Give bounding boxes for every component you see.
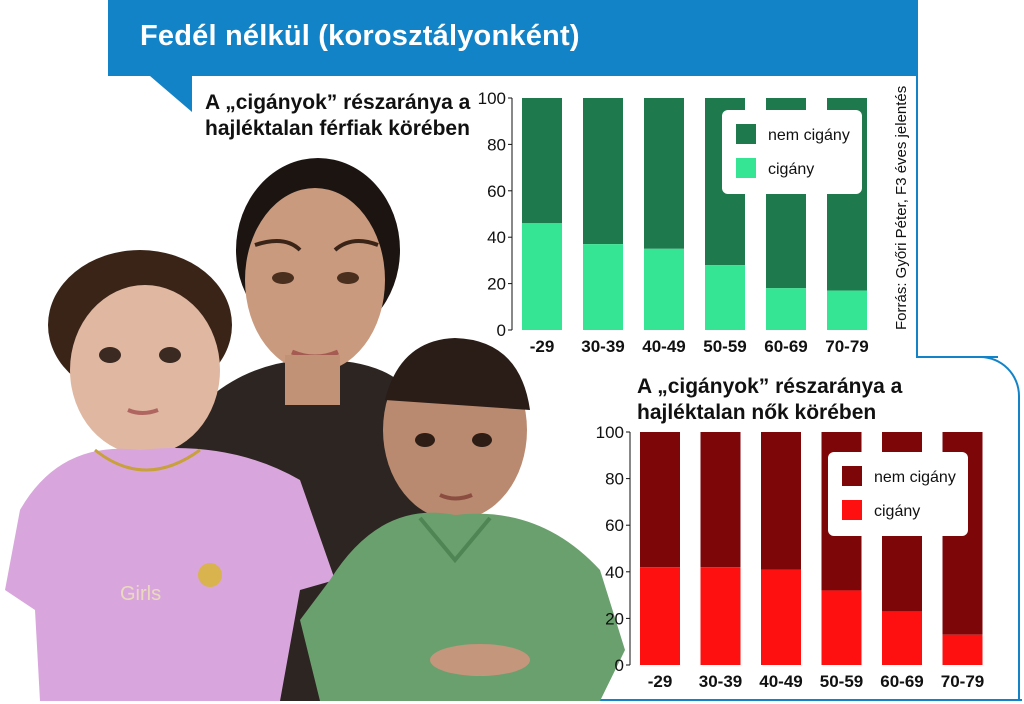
men-bar-nem-cigany xyxy=(522,98,562,224)
women-bar-nem-cigany xyxy=(640,432,680,568)
women-bar-cigany xyxy=(882,611,922,665)
men-bar-cigany xyxy=(827,290,867,330)
x-tick-label: 50-59 xyxy=(820,672,863,691)
x-tick-label: 40-49 xyxy=(759,672,802,691)
women-bar-cigany xyxy=(700,567,741,665)
women-bar-cigany xyxy=(821,590,862,665)
women-bar-cigany xyxy=(761,569,801,665)
legend-swatch-cigany xyxy=(736,158,756,178)
x-tick-label: 50-59 xyxy=(703,337,746,356)
x-tick-label: 30-39 xyxy=(699,672,742,691)
y-tick-label: 20 xyxy=(487,275,506,294)
x-tick-label: 70-79 xyxy=(941,672,984,691)
y-tick-label: 40 xyxy=(487,228,506,247)
men-bar-nem-cigany xyxy=(583,98,623,245)
svg-text:Girls: Girls xyxy=(120,583,161,605)
legend-label-nem-cigany: nem cigány xyxy=(874,469,956,486)
y-tick-label: 20 xyxy=(605,609,624,628)
legend-box xyxy=(722,110,862,194)
x-tick-label: 30-39 xyxy=(581,337,624,356)
x-tick-label: 60-69 xyxy=(764,337,807,356)
men-bar-cigany xyxy=(705,265,745,330)
source-note: Forrás: Győri Péter, F3 éves jelentés xyxy=(893,85,910,330)
women-bar-nem-cigany xyxy=(761,432,801,570)
legend-label-cigany: cigány xyxy=(874,503,920,520)
x-tick-label: 40-49 xyxy=(642,337,685,356)
chart-women: 0 20 40 60 80 100 -29 30-39 40-49 50-59 60-69 70-79… xyxy=(596,423,985,691)
legend-swatch-nem-cigany xyxy=(736,124,756,144)
header-banner xyxy=(108,0,918,76)
page-title: Fedél nélkül (korosztályonként) xyxy=(140,20,580,52)
y-tick-label: 60 xyxy=(487,182,506,201)
y-tick-label: 40 xyxy=(605,563,624,582)
men-legend: nem cigány cigány xyxy=(722,110,862,194)
chart-title-men: A „cigányok” részaránya a hajléktalan fé… xyxy=(205,91,471,140)
frame-border xyxy=(916,0,918,358)
men-bar-nem-cigany xyxy=(644,98,684,249)
women-legend: nem cigány cigány xyxy=(828,452,968,536)
frame-border xyxy=(958,356,1020,700)
men-bar-cigany xyxy=(583,244,623,330)
legend-swatch-nem-cigany xyxy=(842,466,862,486)
legend-swatch-cigany xyxy=(842,500,862,520)
x-tick-label: 70-79 xyxy=(825,337,868,356)
banner-pointer xyxy=(150,76,192,112)
women-bar-cigany xyxy=(942,634,983,665)
y-tick-label: 100 xyxy=(478,89,506,108)
legend-label-nem-cigany: nem cigány xyxy=(768,127,850,144)
men-bar-cigany xyxy=(766,288,806,330)
y-tick-label: 80 xyxy=(605,470,624,489)
legend-box xyxy=(828,452,968,536)
chart-men: 0 20 40 60 80 100 -29 30-39 40-49 50-59 60-69 70-79… xyxy=(478,89,869,356)
women-bar-cigany xyxy=(640,567,680,665)
x-tick-label: -29 xyxy=(530,337,555,356)
men-bar-cigany xyxy=(644,248,684,330)
x-tick-label: -29 xyxy=(648,672,673,691)
chart-title-women: A „cigányok” részaránya a hajléktalan nő… xyxy=(637,375,903,424)
men-bar-cigany xyxy=(522,223,562,330)
y-tick-label: 0 xyxy=(497,321,506,340)
y-tick-label: 60 xyxy=(605,516,624,535)
legend-label-cigany: cigány xyxy=(768,161,814,178)
y-tick-label: 100 xyxy=(596,423,624,442)
y-tick-label: 80 xyxy=(487,135,506,154)
y-tick-label: 0 xyxy=(615,656,624,675)
x-tick-label: 60-69 xyxy=(880,672,923,691)
women-bar-nem-cigany xyxy=(700,432,741,568)
frame-border xyxy=(916,356,998,358)
family-photo: Girls xyxy=(5,158,625,701)
